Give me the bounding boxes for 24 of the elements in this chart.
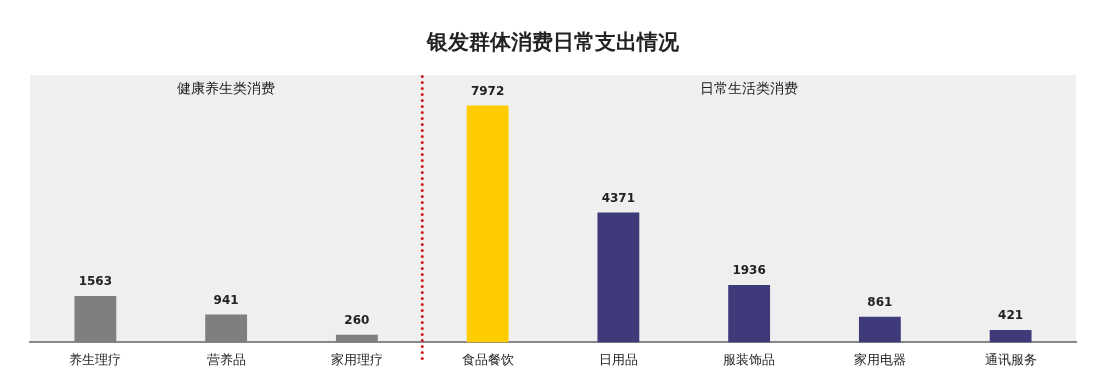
x-tick-label: 服装饰品 bbox=[723, 351, 776, 367]
x-tick-label: 通讯服务 bbox=[984, 351, 1037, 367]
x-tick-label: 营养品 bbox=[206, 351, 246, 367]
chart-title: 银发群体消费日常支出情况 bbox=[425, 29, 680, 56]
text: 日常生活类消费 bbox=[700, 80, 799, 98]
bar bbox=[989, 329, 1032, 343]
data-label: 421 bbox=[998, 308, 1024, 323]
x-tick-label: 家用理疗 bbox=[330, 351, 383, 367]
x-tick-label: 家用电器 bbox=[853, 351, 906, 367]
data-label: 1563 bbox=[78, 274, 113, 289]
data-label: 941 bbox=[213, 292, 239, 307]
data-label: 7972 bbox=[470, 83, 505, 98]
data-label: 4371 bbox=[601, 190, 636, 205]
bar bbox=[858, 316, 901, 343]
data-label: 1936 bbox=[732, 263, 766, 277]
bar bbox=[466, 105, 509, 343]
bar bbox=[728, 284, 771, 343]
x-tick-label: 日用品 bbox=[598, 351, 638, 367]
x-tick-label: 养生理疗 bbox=[69, 351, 122, 367]
text: 健康养生类消费 bbox=[177, 80, 276, 98]
x-tick-label: 食品餐饮 bbox=[461, 351, 514, 367]
bar bbox=[597, 212, 640, 343]
data-label: 260 bbox=[344, 312, 370, 327]
data-label: 861 bbox=[867, 294, 893, 309]
